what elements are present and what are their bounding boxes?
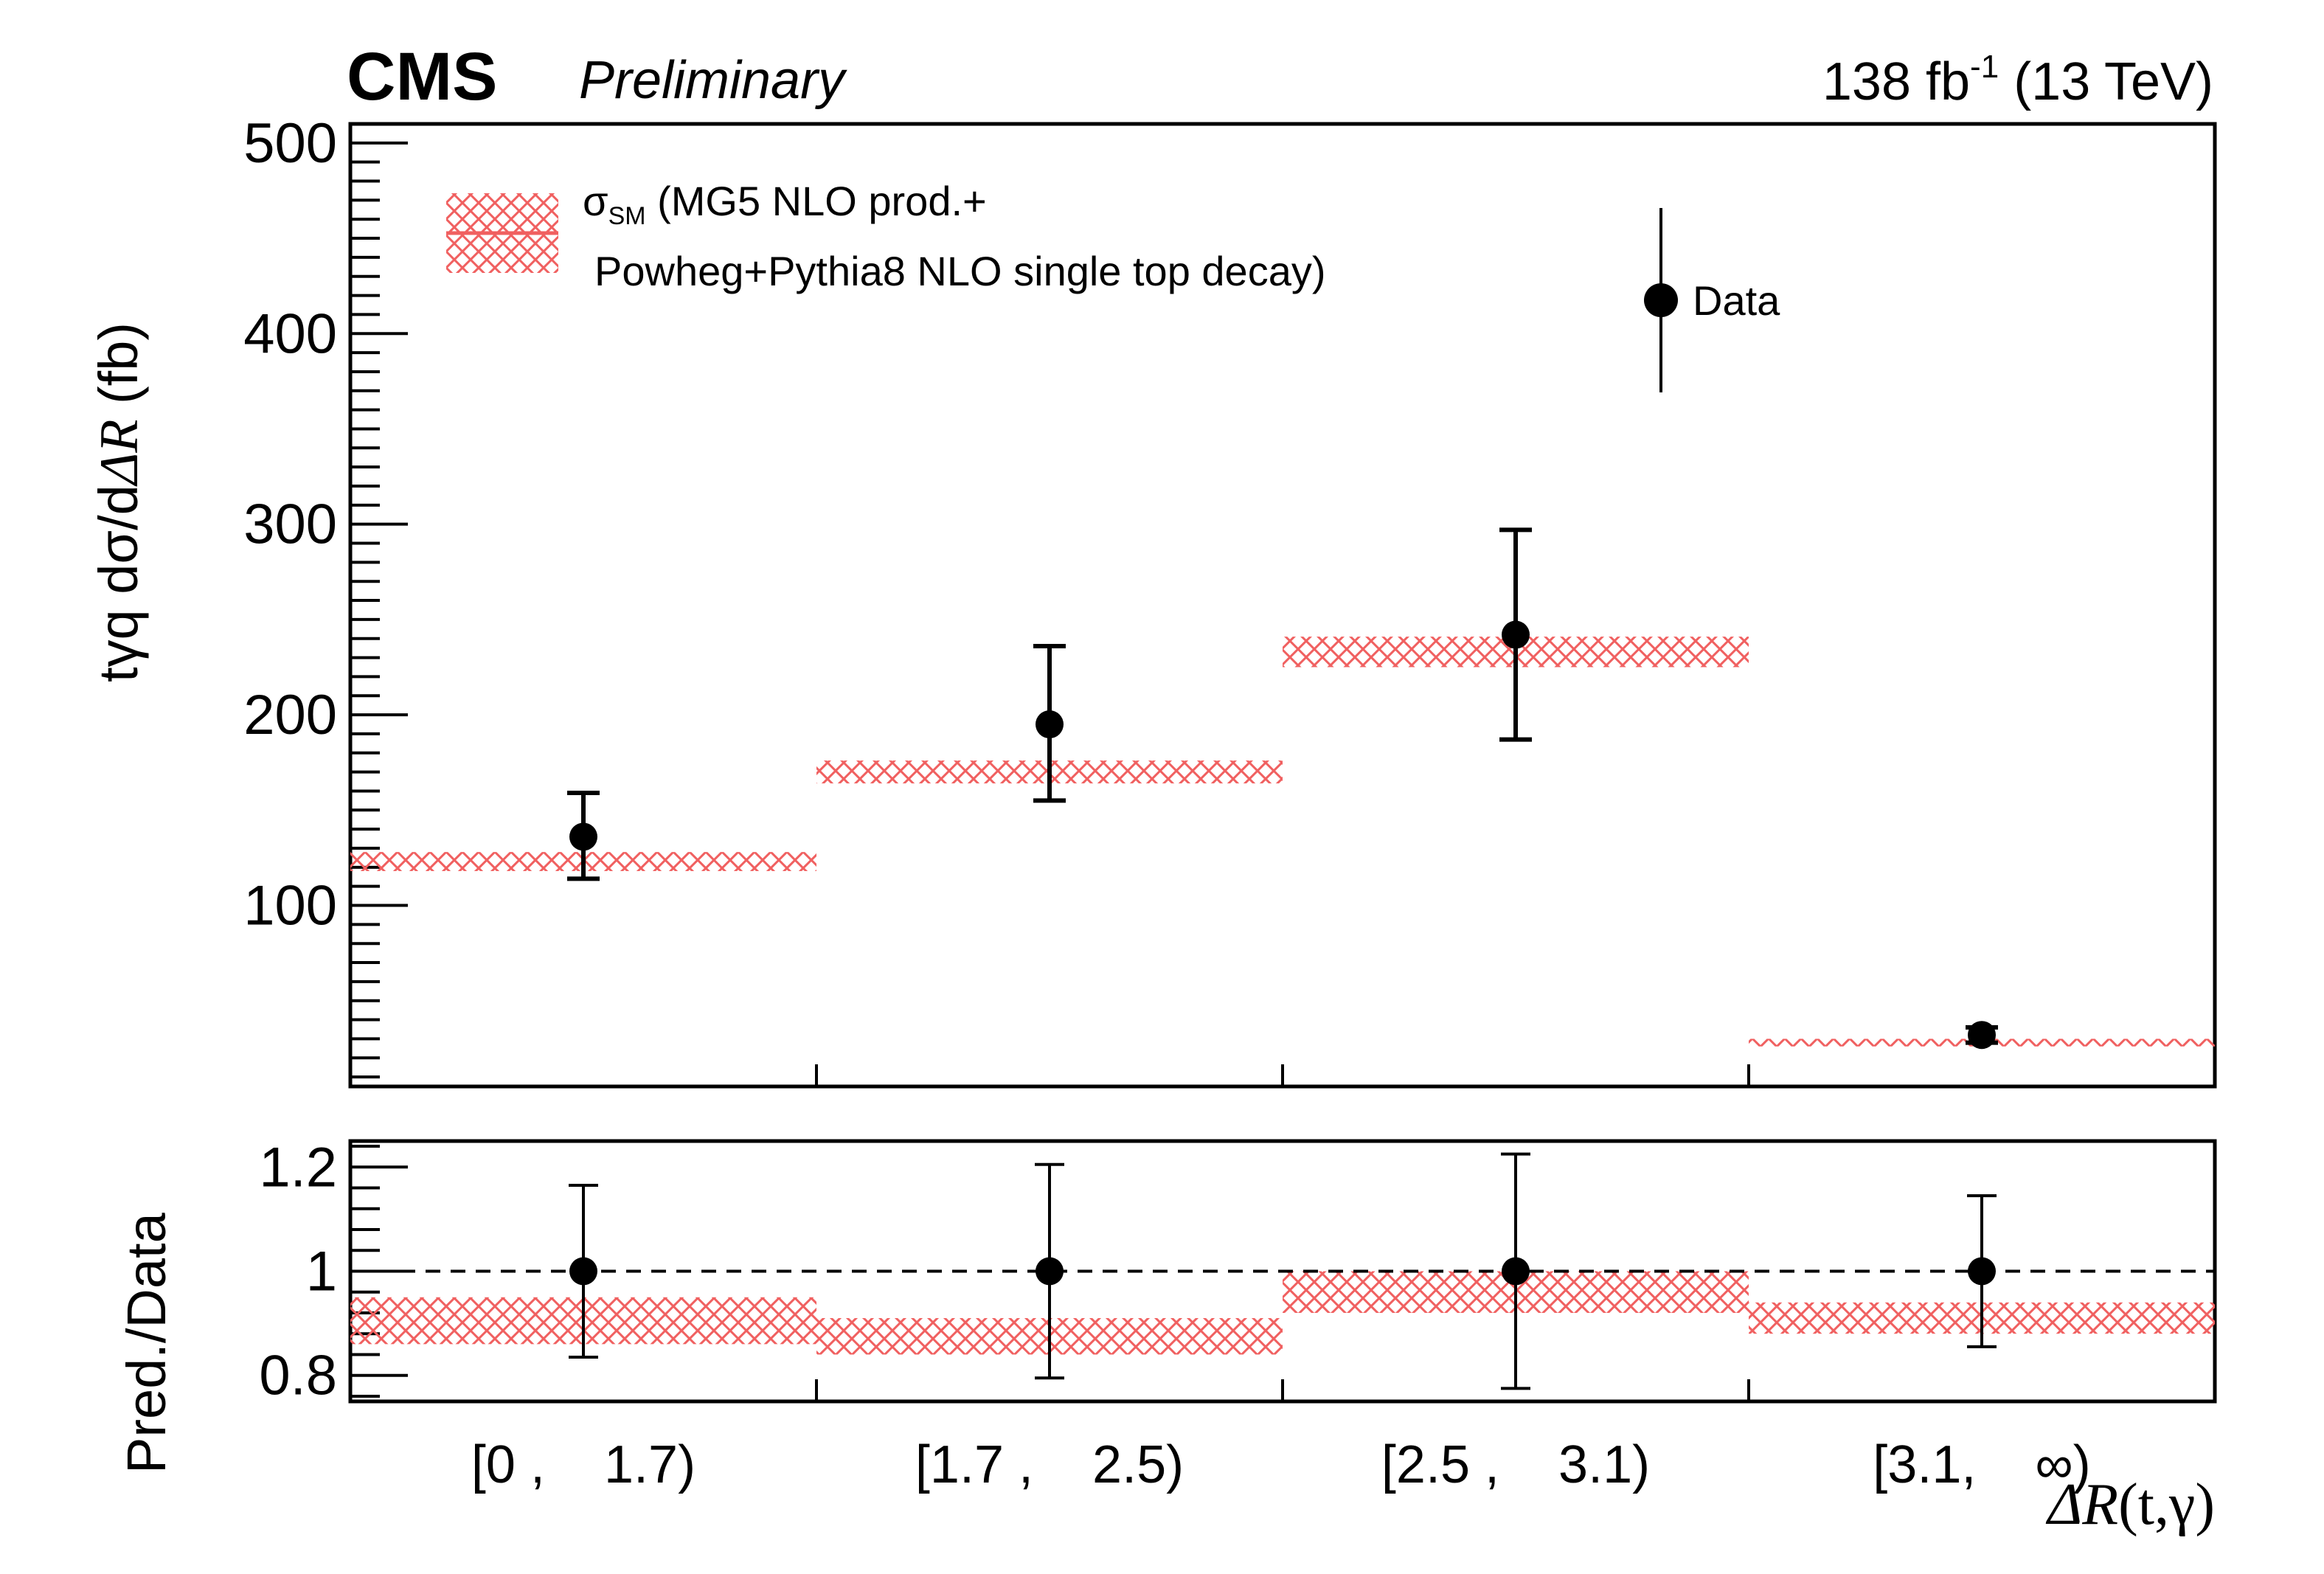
- energy-label: (13 TeV): [2013, 52, 2213, 111]
- ratio-y-tick-label: 1.2: [259, 1136, 337, 1199]
- ratio-data-point: [1502, 1257, 1530, 1286]
- luminosity-label: 138 fb-1 (13 TeV): [1822, 49, 2213, 112]
- main-y-axis: 100 200 300 400 500: [243, 112, 408, 1079]
- main-y-tick-label: 400: [243, 302, 337, 365]
- x-axis-category-labels: [0 , 1.7) [1.7 , 2.5) [2.5 , 3.1) [3.1, ∞): [471, 1435, 2091, 1494]
- main-data-point: [1502, 620, 1530, 649]
- ratio-y-axis-title: Pred./Data: [116, 1213, 177, 1474]
- lumi-value: 138 fb: [1822, 52, 1971, 111]
- ratio-data-point: [569, 1257, 597, 1286]
- x-axis-title: ΔR(t,γ): [2047, 1471, 2215, 1539]
- legend-data-label: Data: [1693, 277, 1780, 324]
- ratio-prediction-bands: [350, 1271, 2215, 1355]
- x-category-label: [1.7 , 2.5): [915, 1435, 1184, 1494]
- experiment-label: CMS: [347, 39, 498, 114]
- x-category-label: [3.1, ∞): [1873, 1435, 2090, 1494]
- legend: [446, 193, 1678, 392]
- legend-sigma: σ: [583, 178, 608, 224]
- x-title-rest: (t,γ): [2118, 1472, 2215, 1537]
- x-axis-ticks: [815, 1064, 1750, 1401]
- main-prediction-bands: [350, 637, 2215, 1047]
- ratio-data-point: [1036, 1257, 1064, 1286]
- ratio-y-axis: 0.8 1 1.2: [259, 1136, 408, 1407]
- legend-data-marker: [1644, 283, 1678, 317]
- ratio-data-points: [569, 1152, 1997, 1390]
- main-data-point: [569, 822, 597, 851]
- main-data-point: [1036, 710, 1064, 739]
- legend-band-label-line1: σSM (MG5 NLO prod.+: [583, 177, 987, 231]
- main-y-tick-label: 100: [243, 875, 337, 937]
- legend-band-label-line2: Powheg+Pythia8 NLO single top decay): [594, 248, 1326, 294]
- legend-band-text1: (MG5 NLO prod.+: [645, 178, 987, 224]
- legend-sigma-sub: SM: [608, 202, 646, 231]
- main-y-title-unit: (fb): [88, 322, 149, 420]
- lumi-exponent: -1: [1970, 49, 1999, 85]
- main-y-tick-label: 200: [243, 684, 337, 746]
- main-y-tick-label: 500: [243, 112, 337, 175]
- main-y-axis-title: tγq dσ/dΔR (fb): [87, 322, 151, 682]
- x-category-label: [2.5 , 3.1): [1381, 1435, 1650, 1494]
- main-y-title-var: ΔR: [89, 419, 150, 485]
- ratio-y-tick-label: 1: [306, 1241, 337, 1303]
- ratio-y-tick-label: 0.8: [259, 1345, 337, 1407]
- ratio-data-point: [1968, 1257, 1996, 1286]
- main-data-point: [1968, 1021, 1996, 1050]
- main-data-points: [567, 527, 1998, 1050]
- status-label: Preliminary: [579, 51, 845, 110]
- x-title-var: ΔR: [2047, 1472, 2119, 1537]
- x-category-label: [0 , 1.7): [471, 1435, 696, 1494]
- main-y-tick-label: 300: [243, 493, 337, 556]
- main-y-title-prefix: tγq dσ/d: [88, 485, 149, 682]
